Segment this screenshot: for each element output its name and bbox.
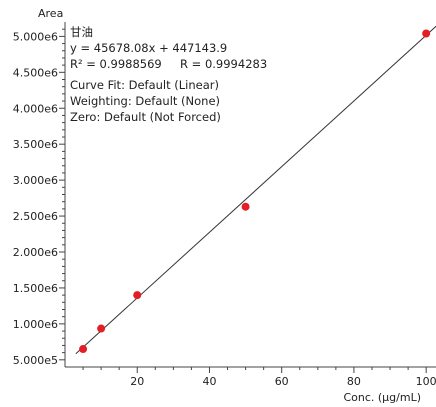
y-axis-title: Area	[38, 7, 63, 20]
y-tick-label: 1.000e6	[13, 318, 58, 331]
regression-line	[75, 25, 436, 355]
y-tick-label: 2.000e6	[13, 246, 58, 259]
regression-equation: y = 45678.08x + 447143.9	[70, 41, 228, 55]
regression-annotation: 甘油 y = 45678.08x + 447143.9 R² = 0.99885…	[70, 24, 267, 125]
x-tick-label: 100	[416, 375, 436, 388]
zero-text: Zero: Default (Not Forced)	[70, 110, 221, 124]
x-tick-label: 40	[202, 375, 216, 388]
compound-name: 甘油	[70, 25, 93, 39]
y-tick-label: 5.000e6	[13, 30, 58, 43]
data-point	[133, 291, 142, 300]
data-point	[241, 202, 250, 211]
y-tick-label: 3.500e6	[13, 138, 58, 151]
data-points	[79, 29, 431, 354]
x-axis-title: Conc. (µg/mL)	[343, 391, 421, 404]
r-values: R² = 0.9988569 R = 0.9994283	[70, 57, 268, 71]
y-axis-ticks: 5.000e5 1.000e6 1.500e6 2.000e6 2.500e6 3.000…	[13, 28, 65, 367]
x-axis-ticks: 20 40 60 80 100	[82, 367, 436, 388]
curve-fit-text: Curve Fit: Default (Linear)	[70, 78, 219, 92]
x-tick-label: 80	[347, 375, 361, 388]
data-point	[97, 324, 106, 333]
x-tick-label: 20	[130, 375, 144, 388]
x-tick-label: 60	[275, 375, 289, 388]
y-tick-label: 4.000e6	[13, 102, 58, 115]
y-tick-label: 1.500e6	[13, 282, 58, 295]
data-point	[422, 29, 431, 38]
y-tick-label: 5.000e5	[13, 354, 58, 367]
data-point	[79, 345, 88, 354]
y-tick-label: 3.000e6	[13, 174, 58, 187]
y-tick-label: 4.500e6	[13, 66, 58, 79]
y-tick-label: 2.500e6	[13, 210, 58, 223]
weighting-text: Weighting: Default (None)	[70, 94, 221, 108]
